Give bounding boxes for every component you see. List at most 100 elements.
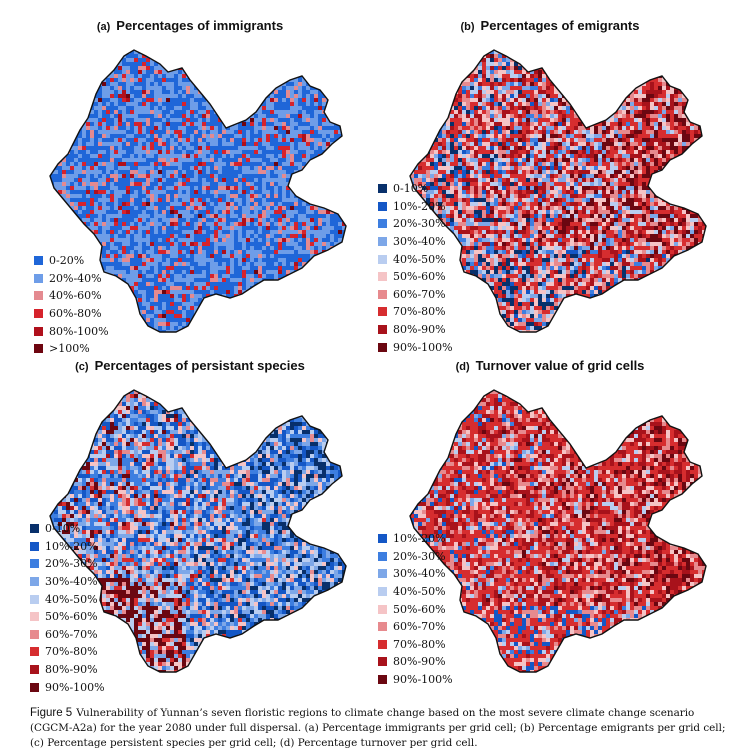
legend-item: 70%-80% [378, 303, 453, 321]
legend-item: 10%-20% [378, 530, 453, 548]
legend-item: 80%-90% [378, 653, 453, 671]
legend-item: 30%-40% [30, 573, 105, 591]
legend-swatch [30, 682, 39, 692]
legend-item: 50%-60% [378, 268, 453, 286]
legend-swatch [34, 309, 43, 319]
legend-swatch [30, 559, 39, 569]
legend-item: 10%-20% [30, 538, 105, 556]
legend-label: 50%-60% [393, 603, 446, 616]
legend-swatch [378, 551, 387, 561]
legend-label: 70%-80% [45, 645, 98, 658]
legend-item: 50%-60% [30, 608, 105, 626]
legend-label: 70%-80% [393, 305, 446, 318]
legend-item: 80%-100% [34, 322, 109, 340]
legend-swatch [34, 256, 43, 266]
yunnan-map-turnover [409, 389, 707, 673]
legend-label: 50%-60% [45, 610, 98, 623]
caption-text: Vulnerability of Yunnan’s seven floristi… [30, 707, 725, 749]
legend-item: 0-10% [378, 180, 453, 198]
legend-swatch [378, 289, 387, 299]
legend-swatch [378, 201, 387, 211]
legend-swatch [378, 184, 387, 194]
legend-swatch [30, 665, 39, 675]
legend-label: 60%-70% [393, 288, 446, 301]
legend-swatch [378, 604, 387, 614]
legend-swatch [378, 307, 387, 317]
legend-item: 30%-40% [378, 233, 453, 251]
legend-item: 60%-70% [378, 618, 453, 636]
legend-item: 0-20% [34, 252, 109, 270]
legend-swatch [34, 326, 43, 336]
legend-swatch [34, 344, 43, 354]
legend-item: 80%-90% [378, 321, 453, 339]
legend-item: 60%-70% [30, 626, 105, 644]
panel-immigrants: (a) Percentages of immigrants 0-20% 20%-40… [10, 14, 370, 360]
legend-swatch [378, 534, 387, 544]
legend-item: 0-10% [30, 520, 105, 538]
panel-letter: (b) [461, 21, 475, 33]
panel-emigrants: (b) Percentages of emigrants 0-10% 10%-20%… [370, 14, 730, 360]
legend-item: 90%-100% [378, 671, 453, 689]
legend-item: 40%-50% [30, 590, 105, 608]
panel-turnover: (d) Turnover value of grid cells 10%-20% 2… [370, 354, 730, 700]
legend-swatch [34, 273, 43, 283]
legend-item: 50%-60% [378, 600, 453, 618]
legend-item: 20%-40% [34, 270, 109, 288]
legend-swatch [378, 639, 387, 649]
panel-title: (b) Percentages of emigrants [370, 18, 730, 33]
panel-title: (c) Percentages of persistant species [10, 358, 370, 373]
legend-swatch [378, 569, 387, 579]
legend-label: 10%-20% [393, 200, 446, 213]
legend-item: 40%-50% [378, 583, 453, 601]
legend-label: 90%-100% [393, 341, 453, 354]
legend-swatch [30, 524, 39, 534]
legend-label: 40%-50% [45, 593, 98, 606]
legend-item: 60%-80% [34, 305, 109, 323]
legend-label: 0-10% [393, 182, 428, 195]
legend-item: 20%-30% [378, 548, 453, 566]
legend-swatch [30, 612, 39, 622]
legend-item: >100% [34, 340, 109, 358]
legend-label: 70%-80% [393, 638, 446, 651]
legend-label: 60%-80% [49, 307, 102, 320]
province-boundary [49, 49, 347, 333]
legend-item: 70%-80% [378, 636, 453, 654]
legend-label: 90%-100% [45, 681, 105, 694]
legend-label: 50%-60% [393, 270, 446, 283]
legend-swatch [378, 657, 387, 667]
legend-swatch [30, 577, 39, 587]
legend-label: 20%-40% [49, 272, 102, 285]
legend-swatch [378, 342, 387, 352]
legend-label: 0-10% [45, 522, 80, 535]
panel-title-text: Percentages of persistant species [95, 358, 305, 373]
legend: 0-20% 20%-40% 40%-60% 60%-80% 80%-100% >100% [34, 252, 109, 358]
legend-swatch [30, 647, 39, 657]
province-boundary [409, 49, 707, 333]
panel-persistent-species: (c) Percentages of persistant species 0-1… [10, 354, 370, 700]
legend-label: 20%-30% [393, 550, 446, 563]
legend-swatch [378, 325, 387, 335]
panel-title-text: Turnover value of grid cells [476, 358, 645, 373]
panel-letter: (a) [97, 21, 110, 33]
legend-label: 30%-40% [393, 567, 446, 580]
legend-label: >100% [49, 342, 90, 355]
panel-title: (d) Turnover value of grid cells [370, 358, 730, 373]
legend-swatch [30, 629, 39, 639]
legend-item: 90%-100% [378, 338, 453, 356]
legend-item: 90%-100% [30, 678, 105, 696]
legend-item: 10%-20% [378, 198, 453, 216]
yunnan-map-persistent [49, 389, 347, 673]
panel-title-text: Percentages of emigrants [481, 18, 640, 33]
legend-label: 30%-40% [393, 235, 446, 248]
legend-swatch [378, 254, 387, 264]
legend-label: 10%-20% [393, 532, 446, 545]
legend-label: 90%-100% [393, 673, 453, 686]
legend-label: 80%-90% [393, 323, 446, 336]
legend-label: 40%-50% [393, 253, 446, 266]
legend-label: 30%-40% [45, 575, 98, 588]
legend-swatch [378, 237, 387, 247]
legend: 0-10% 10%-20% 20%-30% 30%-40% 40%-50% 50%-60%… [378, 180, 453, 356]
legend-label: 20%-30% [45, 557, 98, 570]
yunnan-map-emigrants [409, 49, 707, 333]
